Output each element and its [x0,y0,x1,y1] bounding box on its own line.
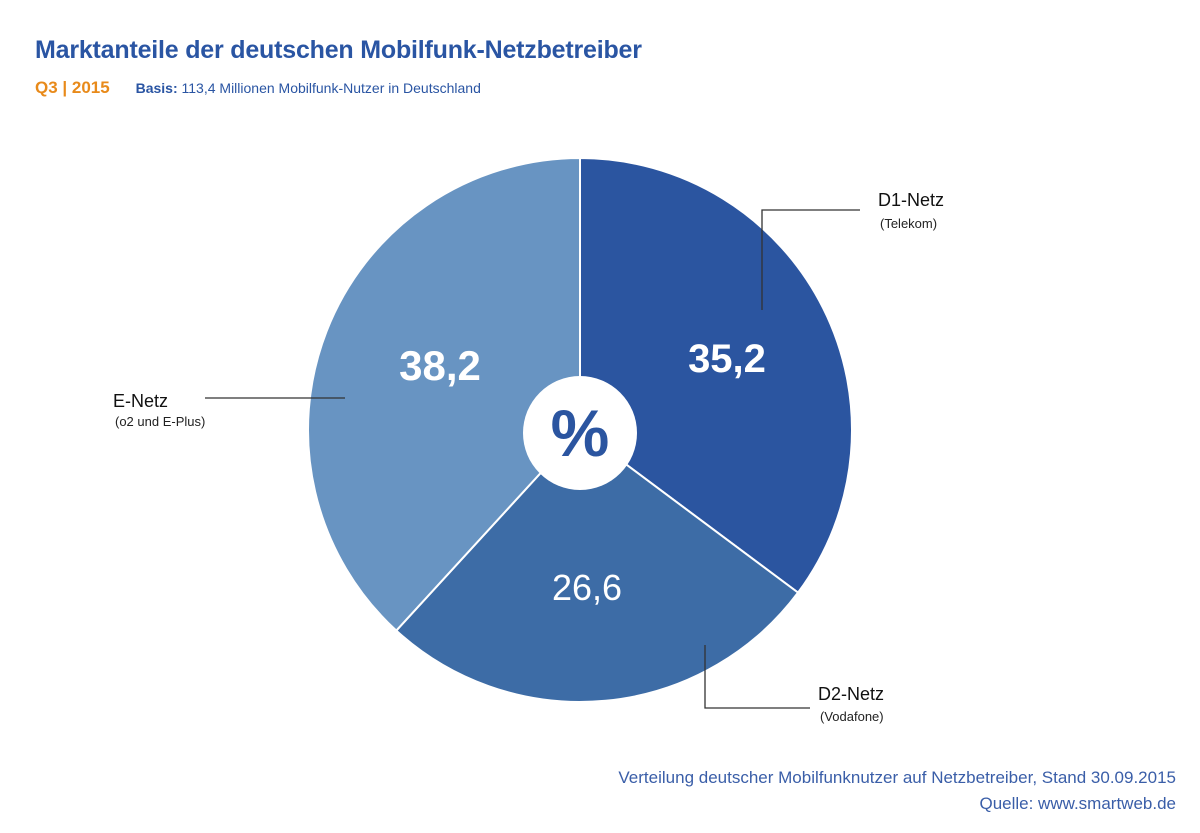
footer-caption: Verteilung deutscher Mobilfunknutzer auf… [618,768,1176,787]
pie-slice-d1-netz [579,156,853,595]
percent-symbol: % [551,396,610,470]
chart-title: Marktanteile der deutschen Mobilfunk-Net… [35,36,642,64]
legend-name: D1-Netz [878,190,944,210]
slice-value-label: 38,2 [399,342,481,389]
footer-source: Quelle: www.smartweb.de [979,794,1176,813]
legend-sub: (Vodafone) [820,709,884,724]
pie-slice-d2-netz [394,428,800,703]
leader-line [761,209,860,310]
basis-label: Basis: [135,80,178,96]
slice-value-label: 35,2 [688,337,766,381]
legend-sub: (o2 und E-Plus) [115,414,205,429]
period-label: Q3 | 2015 [35,78,110,97]
legend-sub: (Telekom) [880,216,937,231]
legend-name: E-Netz [113,391,168,411]
chart-subtitle: Q3 | 2015 Basis: 113,4 Millionen Mobilfu… [35,78,481,98]
leader-line [704,645,810,709]
pie-slice-e-netz [307,156,581,633]
basis-text: 113,4 Millionen Mobilfunk-Nutzer in Deut… [181,80,481,96]
center-circle [523,376,637,490]
legend-name: D2-Netz [818,684,884,704]
slice-value-label: 26,6 [552,567,622,608]
